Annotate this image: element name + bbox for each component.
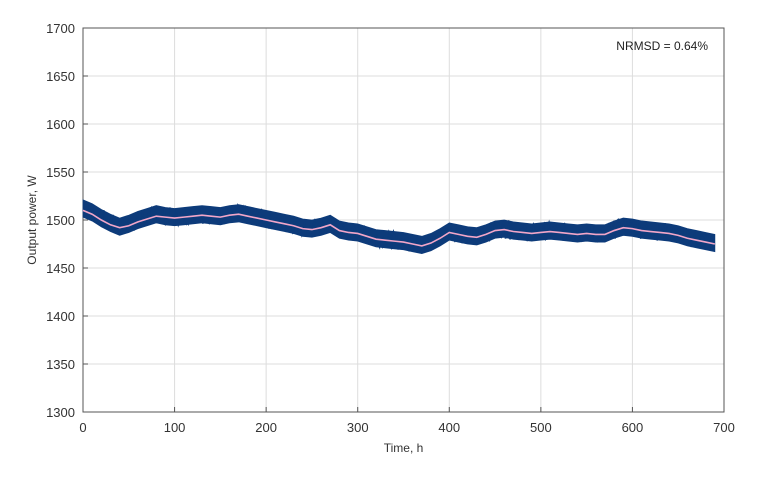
y-tick-label: 1300 (46, 405, 75, 420)
x-axis-label: Time, h (384, 441, 424, 455)
series-group (82, 199, 716, 255)
y-tick-label: 1400 (46, 309, 75, 324)
x-tick-label: 600 (622, 420, 644, 435)
x-tick-label: 300 (347, 420, 369, 435)
x-tick-label: 700 (713, 420, 735, 435)
x-tick-label: 400 (438, 420, 460, 435)
y-tick-label: 1350 (46, 357, 75, 372)
y-tick-label: 1500 (46, 213, 75, 228)
x-tick-label: 100 (164, 420, 186, 435)
y-tick-label: 1550 (46, 165, 75, 180)
raw-series-line (82, 202, 715, 254)
nrmsd-annotation: NRMSD = 0.64% (616, 39, 708, 53)
x-tick-label: 0 (79, 420, 86, 435)
y-tick-label: 1700 (46, 21, 75, 36)
x-axis-ticks: 0 100 200 300 400 500 600 700 (79, 407, 735, 435)
y-tick-label: 1600 (46, 117, 75, 132)
y-axis-label: Output power, W (25, 175, 39, 265)
x-tick-label: 200 (255, 420, 277, 435)
y-tick-label: 1650 (46, 69, 75, 84)
y-axis-ticks: 1300 1350 1400 1450 1500 1550 1600 1650 1700 (46, 21, 88, 420)
y-tick-label: 1450 (46, 261, 75, 276)
smoothed-series-line (82, 209, 716, 247)
x-tick-label: 500 (530, 420, 552, 435)
